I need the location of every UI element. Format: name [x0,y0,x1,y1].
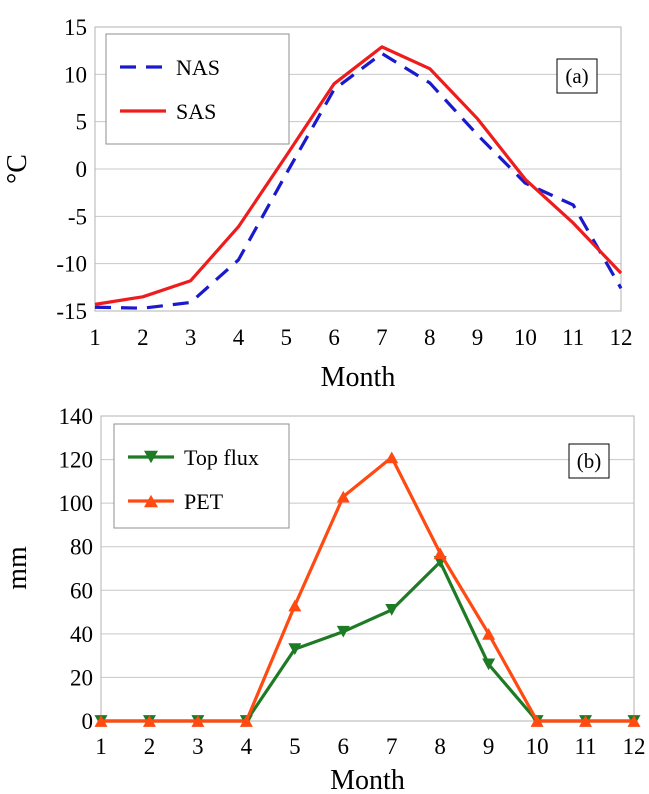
x-tick-label: 8 [434,734,446,759]
y-tick-label: 80 [70,535,93,560]
x-tick-label: 2 [144,734,156,759]
x-tick-label: 9 [472,325,484,350]
y-tick-label: 20 [70,665,93,690]
x-tick-label: 5 [289,734,301,759]
data-point [288,643,302,655]
data-point [579,715,593,727]
data-point [142,715,156,727]
legend-box [113,423,290,529]
y-tick-label: -15 [56,299,87,324]
x-tick-label: 10 [514,325,537,350]
series-line [94,45,623,306]
x-tick-label: 3 [192,734,204,759]
legend-marker [144,450,158,464]
x-tick-label: 1 [95,734,107,759]
panel-label: (b) [577,449,602,473]
panel-label-box [556,58,598,94]
data-point [191,715,205,727]
y-tick-label: 0 [76,157,88,182]
x-tick-label: 10 [526,734,549,759]
y-tick-label: 10 [64,62,87,87]
x-tick-label: 7 [386,734,398,759]
legend-label: Top flux [184,445,259,470]
data-point [530,715,544,727]
x-tick-label: 1 [89,325,101,350]
data-point [482,628,496,640]
series-pet [94,451,641,727]
x-tick-label: 12 [610,325,633,350]
x-axis-title: Month [321,362,396,393]
legend: NAS SAS [105,33,290,145]
legend-marker [144,494,158,508]
data-point [239,715,253,727]
series-top-flux [94,556,641,727]
x-tick-label: 3 [185,325,197,350]
y-tick-label: 140 [59,404,94,429]
y-axis-title: mm [2,546,33,590]
x-tick-label: 5 [281,325,293,350]
x-tick-label: 12 [623,734,646,759]
panel-label-box [568,443,610,479]
x-tick-label: 2 [137,325,149,350]
data-point [482,658,496,671]
legend-label: NAS [176,55,220,80]
data-point [288,599,302,612]
x-tick-label: 4 [241,734,253,759]
y-tick-label: -10 [56,252,87,277]
legend-label: PET [184,489,224,514]
y-tick-label: 15 [64,15,87,40]
y-tick-label: 60 [70,578,93,603]
y-tick-label: 0 [82,709,94,734]
x-tick-label: 9 [483,734,495,759]
y-axis-title: °C [2,154,33,184]
series-line [101,455,634,723]
data-point [433,547,447,560]
x-tick-label: 8 [424,325,436,350]
x-tick-label: 6 [338,734,350,759]
x-tick-label: 7 [376,325,388,350]
data-point [336,490,350,503]
legend-label: SAS [176,99,216,124]
x-tick-label: 6 [328,325,340,350]
series-line [94,51,623,310]
data-point [385,451,399,464]
plot-frame [100,415,635,722]
x-tick-label: 4 [233,325,245,350]
series-sas [94,45,623,306]
x-axis-title: Month [330,765,405,794]
y-tick-label: 100 [59,491,94,516]
plot-frame [94,26,622,312]
data-point [94,715,108,727]
legend: Top flux PET [113,423,290,529]
data-point [336,625,350,638]
y-tick-label: -5 [68,204,87,229]
x-tick-label: 11 [574,734,596,759]
y-tick-label: 120 [59,448,94,473]
x-tick-label: 11 [562,325,584,350]
data-point [385,604,399,616]
y-tick-label: 5 [76,110,88,135]
data-point [627,715,641,727]
panel-label: (a) [565,64,588,88]
series-nas [94,51,623,310]
legend-box [105,33,290,145]
y-tick-label: 40 [70,622,93,647]
series-line [101,560,634,723]
